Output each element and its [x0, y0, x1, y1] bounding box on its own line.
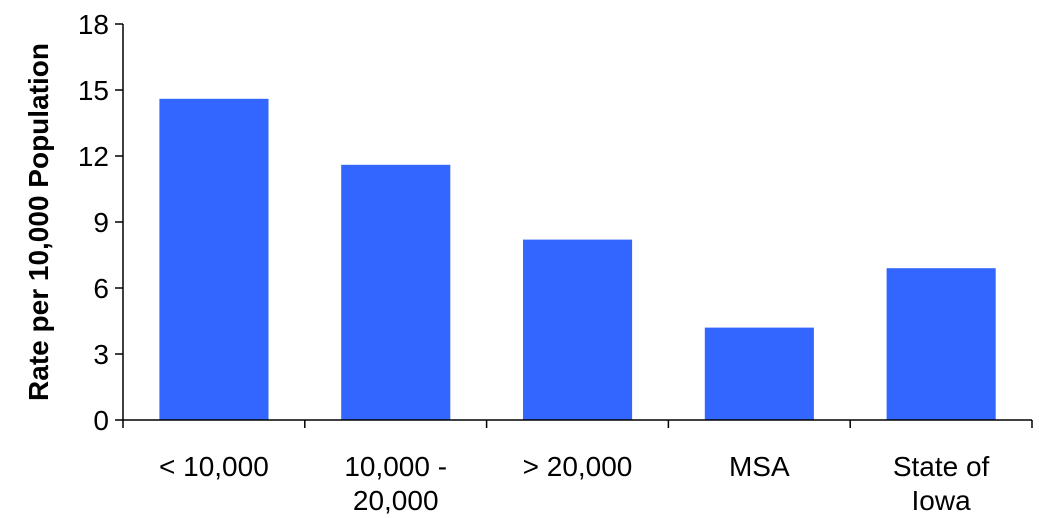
- x-tick-label-line: 10,000 -: [344, 451, 447, 482]
- x-tick-label-line: > 20,000: [523, 451, 633, 482]
- bar-3: [704, 327, 814, 420]
- bar-1: [341, 164, 451, 420]
- y-axis-title: Rate per 10,000 Population: [23, 43, 54, 401]
- bar-0: [159, 98, 269, 421]
- y-tick-label-5: 15: [78, 75, 109, 106]
- x-tick-label-line: MSA: [729, 451, 790, 482]
- y-axis-title-group: Rate per 10,000 Population: [23, 43, 54, 401]
- bars: [159, 98, 996, 421]
- bar-4: [886, 268, 996, 420]
- x-tick-label-line: Iowa: [912, 485, 972, 516]
- x-tick-label-2: > 20,000: [523, 451, 633, 482]
- x-tick-label-3: MSA: [729, 451, 790, 482]
- x-tick-label-4: State of Iowa: [893, 451, 990, 516]
- x-tick-label-1: 10,000 -20,000: [344, 451, 447, 516]
- x-tick-label-line: < 10,000: [159, 451, 269, 482]
- y-tick-label-2: 6: [93, 273, 109, 304]
- y-ticks: 0 3 6 9 12 15 18: [78, 9, 123, 436]
- y-tick-label-6: 18: [78, 9, 109, 40]
- y-tick-label-3: 9: [93, 207, 109, 238]
- y-tick-label-1: 3: [93, 339, 109, 370]
- x-tick-labels: < 10,000 10,000 -20,000 > 20,000 MSA State o…: [159, 451, 990, 516]
- x-tick-label-0: < 10,000: [159, 451, 269, 482]
- y-tick-label-0: 0: [93, 405, 109, 436]
- y-tick-label-4: 12: [78, 141, 109, 172]
- bar-2: [523, 239, 633, 420]
- x-tick-label-line: State of: [893, 451, 990, 482]
- x-tick-label-line: 20,000: [353, 485, 439, 516]
